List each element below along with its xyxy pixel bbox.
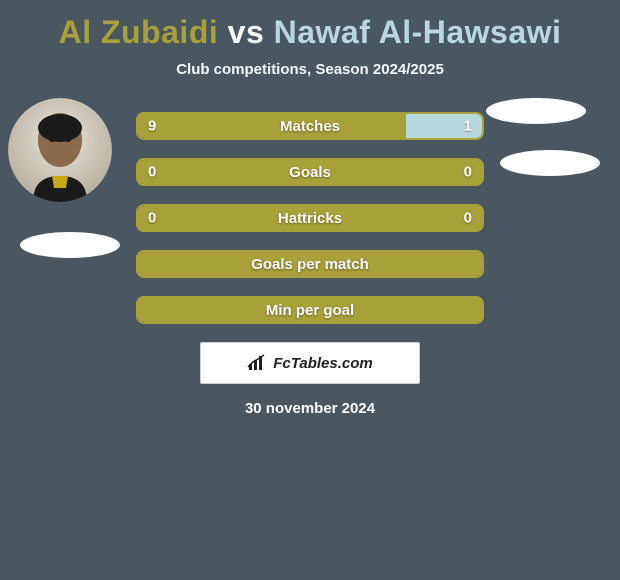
title-player1: Al Zubaidi	[59, 14, 219, 50]
avatar-placeholder-icon	[8, 98, 112, 202]
stat-bar-row: Min per goal	[136, 296, 484, 324]
bar-chart-icon	[247, 354, 269, 372]
bar-fill-player1	[138, 114, 406, 138]
watermark-text: FcTables.com	[273, 355, 372, 372]
stat-label: Goals per match	[251, 256, 369, 273]
stat-value-player1: 9	[148, 118, 156, 135]
stat-bar-row: Hattricks 0 0	[136, 204, 484, 232]
stat-bars-container: Matches 9 1 Goals 0 0 Hattricks 0 0 Goals per mat…	[136, 112, 484, 324]
subtitle: Club competitions, Season 2024/2025	[0, 61, 620, 78]
stat-value-player1: 0	[148, 164, 156, 181]
stat-label: Matches	[280, 118, 340, 135]
stat-label: Goals	[289, 164, 331, 181]
stat-value-player2: 1	[464, 118, 472, 135]
content-area: Matches 9 1 Goals 0 0 Hattricks 0 0 Goals per mat…	[0, 112, 620, 417]
stat-value-player2: 0	[464, 164, 472, 181]
watermark-badge: FcTables.com	[200, 342, 420, 384]
stat-bar-row: Goals per match	[136, 250, 484, 278]
player1-name-pill	[20, 232, 120, 258]
stat-bar-row: Matches 9 1	[136, 112, 484, 140]
snapshot-date: 30 november 2024	[0, 400, 620, 417]
stat-value-player1: 0	[148, 210, 156, 227]
stat-bar-row: Goals 0 0	[136, 158, 484, 186]
stat-label: Min per goal	[266, 302, 354, 319]
player2-name-pill-line2	[500, 150, 600, 176]
comparison-title: Al Zubaidi vs Nawaf Al-Hawsawi	[0, 0, 620, 51]
title-player2: Nawaf Al-Hawsawi	[274, 14, 562, 50]
player1-avatar	[8, 98, 112, 202]
stat-value-player2: 0	[464, 210, 472, 227]
stat-label: Hattricks	[278, 210, 342, 227]
player2-name-pill-line1	[486, 98, 586, 124]
title-vs: vs	[228, 14, 265, 50]
